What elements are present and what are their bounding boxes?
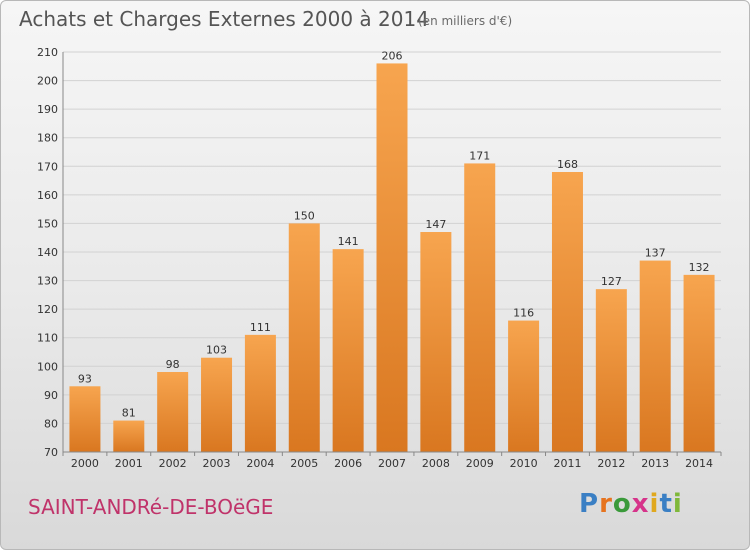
x-tick-label: 2001 [115,457,143,470]
bar-2006[interactable] [332,249,364,452]
bar-2008[interactable] [420,232,452,452]
place-name: SAINT-ANDRé-DE-BOëGE [28,495,274,519]
x-tick-label: 2003 [203,457,231,470]
y-tick-label: 180 [37,132,58,145]
data-label: 132 [689,261,710,274]
data-label: 111 [250,321,271,334]
logo-letter: x [631,489,650,519]
bar-2013[interactable] [639,260,671,452]
labels-layer: 93 81 98 103 111 150 141 206 147 171 116 168 127 137 1… [78,49,710,419]
data-label: 103 [206,344,227,357]
bar-2003[interactable] [201,357,233,452]
data-label: 98 [166,358,180,371]
x-tick-label: 2008 [422,457,450,470]
y-tick-label: 100 [37,360,58,373]
y-tick-label: 120 [37,303,58,316]
data-label: 116 [513,307,534,320]
data-label: 150 [294,209,315,222]
data-label: 206 [382,49,403,62]
y-tick-label: 190 [37,103,58,116]
y-tick-label: 200 [37,75,58,88]
bars-layer [69,63,715,453]
data-label: 141 [338,235,359,248]
logo-letter: P [579,489,600,519]
bar-2010[interactable] [508,320,540,452]
x-tick-label: 2005 [290,457,318,470]
bar-2009[interactable] [464,163,496,452]
y-tick-label: 140 [37,246,58,259]
logo-letter: i [649,489,660,519]
bar-2014[interactable] [683,274,715,452]
data-label: 137 [645,247,666,260]
data-label: 127 [601,275,622,288]
data-label: 147 [425,218,446,231]
x-tick-label: 2002 [159,457,187,470]
bar-2012[interactable] [595,289,627,452]
y-tick-label: 70 [44,446,58,459]
x-tick-label: 2004 [246,457,274,470]
y-tick-label: 170 [37,160,58,173]
logo-letter: t [659,489,673,519]
bar-2004[interactable] [244,334,276,452]
chart-title: Achats et Charges Externes 2000 à 2014 [19,7,429,31]
axis-layer: 7080901001101201301401501601701801902002… [37,46,722,470]
x-tick-label: 2011 [553,457,581,470]
y-tick-label: 210 [37,46,58,59]
y-tick-label: 160 [37,189,58,202]
x-tick-label: 2007 [378,457,406,470]
chart-subtitle: (en milliers d'€) [418,14,513,28]
x-tick-label: 2014 [685,457,713,470]
y-tick-label: 90 [44,389,58,402]
bar-2007[interactable] [376,63,408,453]
bar-2011[interactable] [551,172,583,452]
proxiti-logo[interactable]: Proxiti [579,489,683,519]
logo-letter: i [672,489,683,519]
x-tick-label: 2010 [510,457,538,470]
y-tick-label: 80 [44,417,58,430]
logo-letter: r [599,489,613,519]
x-tick-label: 2013 [641,457,669,470]
data-label: 93 [78,372,92,385]
x-tick-label: 2000 [71,457,99,470]
logo-letter: o [612,489,632,519]
data-label: 168 [557,158,578,171]
y-tick-label: 150 [37,217,58,230]
data-label: 81 [122,407,136,420]
bar-2005[interactable] [288,223,320,452]
y-tick-label: 110 [37,332,58,345]
x-tick-label: 2006 [334,457,362,470]
bar-2000[interactable] [69,386,101,452]
data-label: 171 [469,149,490,162]
x-tick-label: 2012 [597,457,625,470]
y-tick-label: 130 [37,275,58,288]
bar-2001[interactable] [113,420,145,452]
bar-2002[interactable] [157,372,189,452]
x-tick-label: 2009 [466,457,494,470]
